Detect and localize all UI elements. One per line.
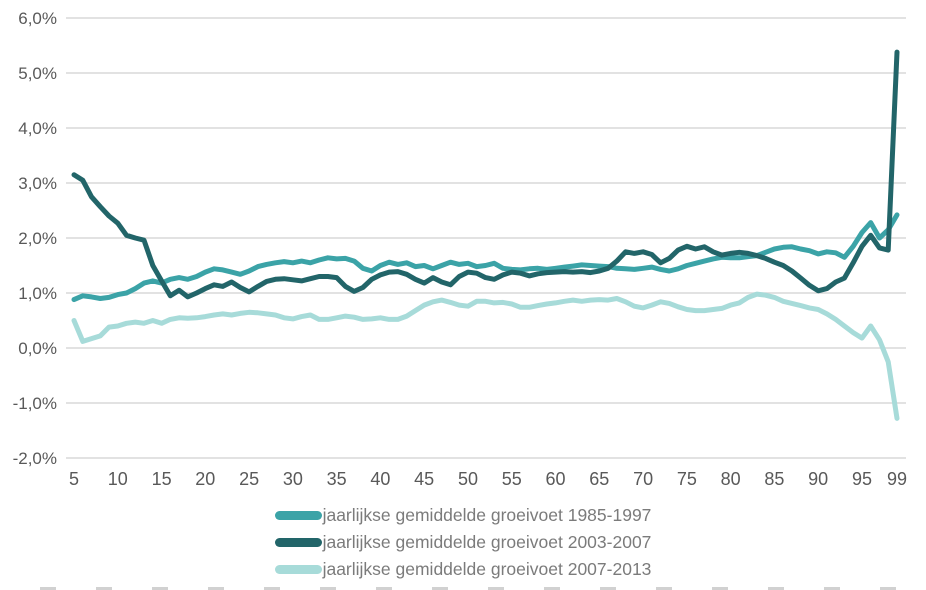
y-axis-tick-label: 3,0% bbox=[18, 174, 57, 193]
x-axis-tick-label: 90 bbox=[808, 469, 828, 489]
x-axis-tick-label: 70 bbox=[633, 469, 653, 489]
y-axis-tick-label: -1,0% bbox=[13, 394, 57, 413]
x-axis-tick-label: 65 bbox=[589, 469, 609, 489]
line-series-1 bbox=[71, 49, 900, 300]
line-series-0 bbox=[71, 212, 900, 303]
x-axis-tick-label: 15 bbox=[152, 469, 172, 489]
legend-swatch-icon bbox=[274, 537, 322, 547]
x-axis-tick-label: 99 bbox=[887, 469, 907, 489]
y-axis-tick-label: 1,0% bbox=[18, 284, 57, 303]
legend: jaarlijkse gemiddelde groeivoet 1985-199… bbox=[0, 504, 926, 580]
y-axis-tick-label: 5,0% bbox=[18, 64, 57, 83]
legend-item-2: jaarlijkse gemiddelde groeivoet 2007-201… bbox=[274, 558, 652, 580]
x-axis-tick-label: 85 bbox=[764, 469, 784, 489]
y-axis-tick-label: 0,0% bbox=[18, 339, 57, 358]
legend-item-0: jaarlijkse gemiddelde groeivoet 1985-199… bbox=[274, 504, 652, 526]
x-axis-tick-label: 95 bbox=[852, 469, 872, 489]
x-axis-tick-label: 55 bbox=[502, 469, 522, 489]
x-axis-tick-label: 80 bbox=[721, 469, 741, 489]
x-axis-tick-label: 75 bbox=[677, 469, 697, 489]
legend-swatch-icon bbox=[274, 564, 322, 574]
y-axis-tick-label: -2,0% bbox=[13, 449, 57, 468]
x-axis-tick-label: 50 bbox=[458, 469, 478, 489]
x-axis-tick-label: 20 bbox=[195, 469, 215, 489]
legend-label: jaarlijkse gemiddelde groeivoet 1985-199… bbox=[322, 505, 652, 525]
x-axis-tick-label: 60 bbox=[545, 469, 565, 489]
legend-label: jaarlijkse gemiddelde groeivoet 2007-201… bbox=[322, 559, 652, 579]
y-axis-tick-label: 6,0% bbox=[18, 9, 57, 28]
legend-swatch-icon bbox=[274, 510, 322, 520]
legend-item-1: jaarlijkse gemiddelde groeivoet 2003-200… bbox=[274, 531, 652, 553]
y-axis-tick-label: 4,0% bbox=[18, 119, 57, 138]
x-axis-tick-label: 30 bbox=[283, 469, 303, 489]
x-axis-tick-label: 25 bbox=[239, 469, 259, 489]
x-axis-tick-label: 45 bbox=[414, 469, 434, 489]
x-axis-tick-label: 40 bbox=[370, 469, 390, 489]
clipped-content-fragment bbox=[0, 587, 926, 590]
x-axis-tick-label: 35 bbox=[327, 469, 347, 489]
x-axis-tick-label: 10 bbox=[108, 469, 128, 489]
x-axis-tick-label: 5 bbox=[69, 469, 79, 489]
line-series-2 bbox=[71, 291, 900, 421]
legend-label: jaarlijkse gemiddelde groeivoet 2003-200… bbox=[322, 532, 652, 552]
y-axis-tick-label: 2,0% bbox=[18, 229, 57, 248]
